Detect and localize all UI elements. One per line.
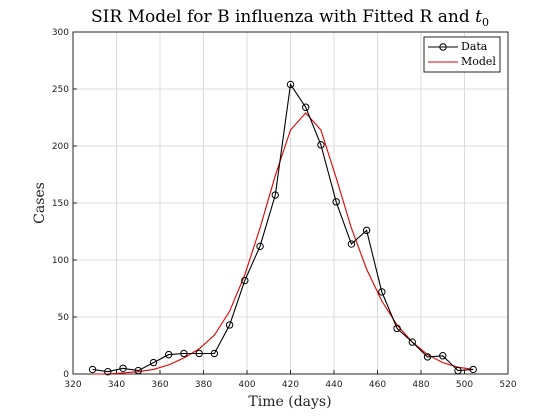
data-point <box>469 365 477 374</box>
x-tick-label: 360 <box>151 380 168 390</box>
data-point <box>256 242 264 251</box>
data-point <box>423 353 432 361</box>
data-point <box>119 364 127 372</box>
chart-title-variable: t <box>475 7 482 27</box>
x-tick-label: 420 <box>282 380 299 390</box>
y-tick-label: 200 <box>52 142 69 152</box>
data-point <box>302 103 310 111</box>
data-point <box>362 226 371 235</box>
x-tick-label: 320 <box>64 380 81 390</box>
x-tick-label: 400 <box>238 380 255 390</box>
data-point <box>378 288 386 296</box>
data-point <box>88 365 97 374</box>
y-tick-label: 0 <box>63 370 69 380</box>
data-point <box>347 240 356 248</box>
chart-title-subscript: 0 <box>482 16 489 29</box>
data-point <box>393 324 401 333</box>
y-axis-label: Cases <box>32 182 48 224</box>
legend-data-marker <box>439 43 447 51</box>
data-point <box>439 352 447 360</box>
data-point <box>454 366 462 375</box>
x-tick-label: 480 <box>412 380 429 390</box>
y-tick-label: 50 <box>58 313 70 323</box>
data-point <box>286 80 295 89</box>
x-tick-label: 460 <box>369 380 386 390</box>
data-point <box>180 349 188 358</box>
data-point <box>134 366 142 375</box>
data-point <box>332 198 340 206</box>
data-series-line <box>92 82 474 373</box>
data-point <box>165 350 173 359</box>
x-tick-label: 440 <box>325 380 342 390</box>
data-point <box>317 141 325 149</box>
axis-ticks: 320 340 360 380 400 420 440 460 480 500 520 0 50 100 1… <box>52 28 517 390</box>
data-point <box>271 191 279 199</box>
x-tick-label: 340 <box>108 380 125 390</box>
chart-title: SIR Model for B influenza with Fitted R … <box>91 7 489 29</box>
chart-title-main: SIR Model for B influenza with Fitted R … <box>91 7 475 27</box>
y-tick-label: 250 <box>52 85 69 95</box>
x-tick-label: 500 <box>456 380 473 390</box>
grid-lines <box>72 31 509 375</box>
model-series-line <box>92 112 474 375</box>
data-point <box>241 276 249 285</box>
data-point <box>104 368 112 376</box>
data-point <box>149 358 158 367</box>
data-point <box>408 338 416 346</box>
series-layer <box>88 80 477 376</box>
x-tick-label: 380 <box>195 380 212 390</box>
legend-model-label: Model <box>461 55 496 68</box>
data-point <box>225 321 234 329</box>
y-tick-label: 100 <box>52 256 69 266</box>
x-axis-label: Time (days) <box>248 394 331 410</box>
data-point <box>210 349 219 358</box>
y-tick-label: 150 <box>52 199 69 209</box>
legend: Data Model <box>423 36 501 73</box>
legend-box <box>423 36 501 73</box>
y-tick-label: 300 <box>52 28 69 38</box>
data-point <box>195 349 203 358</box>
legend-data-label: Data <box>461 40 488 53</box>
x-tick-label: 520 <box>499 380 516 390</box>
